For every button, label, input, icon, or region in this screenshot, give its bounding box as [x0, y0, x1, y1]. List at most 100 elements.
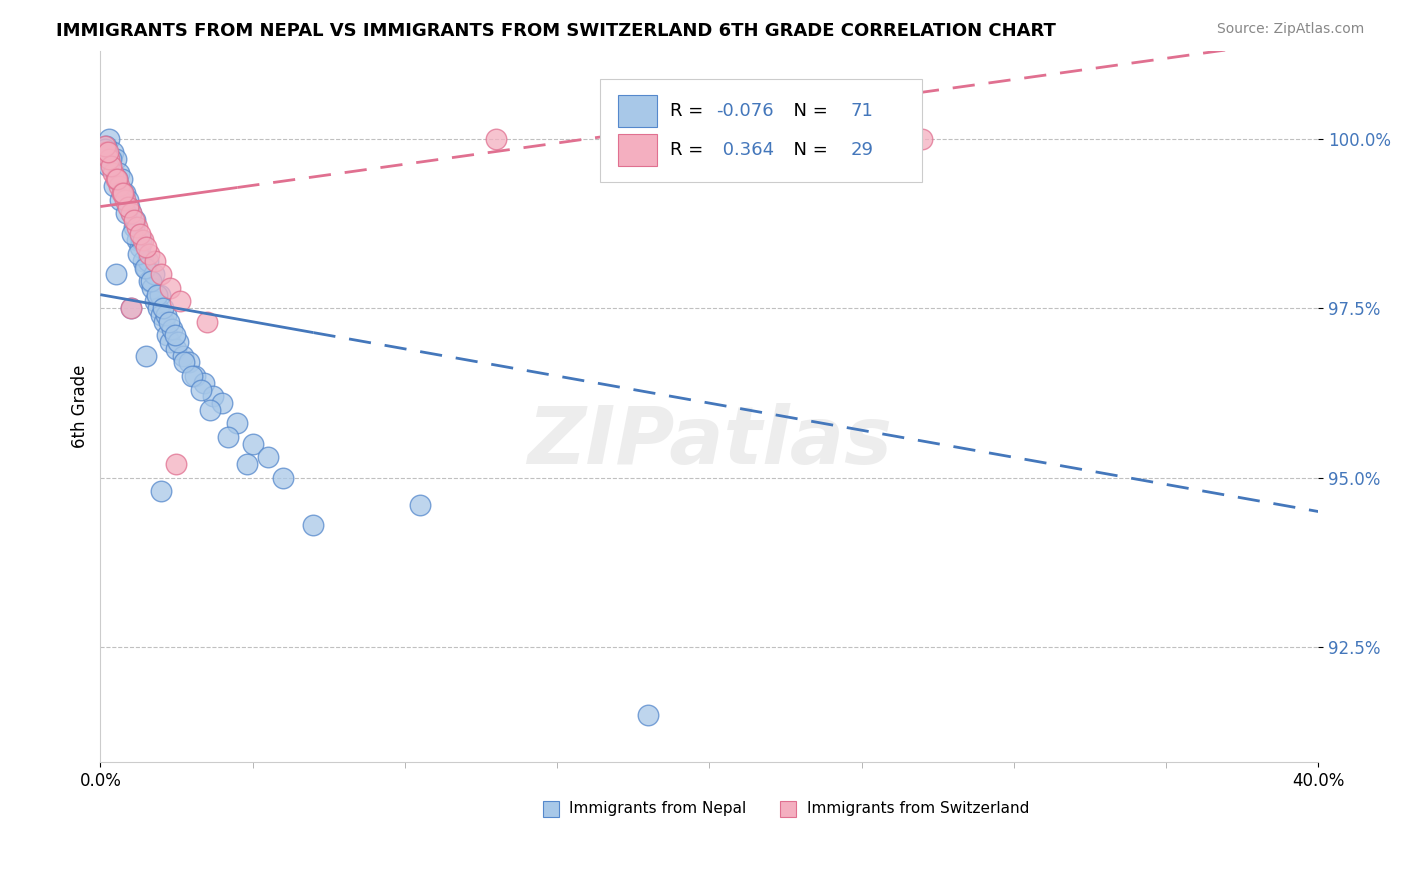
Point: [302, 518, 325, 533]
Point: [217, 430, 239, 444]
Text: 71: 71: [851, 103, 873, 120]
Point: [134, 260, 156, 275]
Point: [127, 247, 149, 261]
Text: IMMIGRANTS FROM NEPAL VS IMMIGRANTS FROM SWITZERLAND 6TH GRADE CORRELATION CHART: IMMIGRANTS FROM NEPAL VS IMMIGRANTS FROM…: [56, 22, 1056, 40]
Point: [149, 287, 172, 301]
Point: [120, 301, 142, 316]
Point: [97, 159, 120, 173]
Point: [125, 219, 148, 234]
Point: [190, 383, 212, 397]
Point: [107, 166, 129, 180]
Point: [114, 193, 136, 207]
Point: [103, 179, 125, 194]
Point: [122, 213, 145, 227]
Point: [193, 376, 215, 390]
Point: [96, 138, 118, 153]
Point: [100, 152, 122, 166]
Point: [143, 253, 166, 268]
Point: [105, 172, 128, 186]
Point: [104, 172, 127, 186]
Text: Immigrants from Switzerland: Immigrants from Switzerland: [807, 801, 1029, 816]
FancyBboxPatch shape: [600, 79, 922, 182]
Point: [98, 132, 121, 146]
Point: [169, 294, 191, 309]
Point: [160, 321, 183, 335]
Point: [485, 132, 508, 146]
Text: N =: N =: [782, 103, 834, 120]
Point: [107, 179, 129, 194]
Point: [122, 219, 145, 234]
Point: [202, 389, 225, 403]
Text: Source: ZipAtlas.com: Source: ZipAtlas.com: [1216, 22, 1364, 37]
Point: [211, 396, 233, 410]
Point: [120, 206, 142, 220]
Point: [114, 186, 136, 200]
Point: [166, 457, 188, 471]
Point: [173, 355, 195, 369]
Point: [138, 247, 160, 261]
Point: [163, 328, 186, 343]
Point: [131, 234, 153, 248]
Point: [226, 417, 249, 431]
Point: [120, 206, 142, 220]
Point: [121, 227, 143, 241]
Point: [271, 470, 294, 484]
Text: -0.076: -0.076: [717, 103, 775, 120]
Point: [124, 213, 146, 227]
Point: [112, 186, 135, 200]
Point: [111, 172, 134, 186]
Point: [155, 308, 177, 322]
Point: [167, 335, 190, 350]
Point: [911, 132, 934, 146]
Point: [108, 193, 131, 207]
Point: [129, 227, 152, 241]
Point: [94, 142, 117, 156]
Point: [195, 315, 218, 329]
Text: 0.364: 0.364: [717, 141, 773, 160]
Point: [139, 274, 162, 288]
Text: ZIPatlas: ZIPatlas: [527, 403, 891, 481]
Point: [198, 402, 221, 417]
Point: [138, 274, 160, 288]
Point: [101, 166, 124, 180]
Text: 29: 29: [851, 141, 873, 160]
Point: [409, 498, 432, 512]
Point: [150, 484, 173, 499]
Point: [152, 301, 174, 316]
Point: [159, 335, 181, 350]
Point: [111, 186, 134, 200]
Point: [142, 268, 165, 282]
Point: [104, 152, 127, 166]
Point: [135, 349, 157, 363]
Point: [112, 186, 135, 200]
Point: [104, 268, 127, 282]
Point: [156, 328, 179, 343]
Point: [132, 234, 155, 248]
Point: [117, 193, 139, 207]
Point: [125, 234, 148, 248]
Point: [141, 281, 163, 295]
Point: [180, 369, 202, 384]
Text: R =: R =: [671, 103, 710, 120]
Bar: [619, 95, 657, 128]
Point: [120, 301, 142, 316]
Point: [166, 342, 188, 356]
Point: [150, 268, 173, 282]
Point: [157, 315, 180, 329]
Point: [150, 308, 173, 322]
Point: [115, 206, 138, 220]
Point: [172, 349, 194, 363]
Point: [637, 707, 659, 722]
Point: [94, 138, 117, 153]
Point: [129, 240, 152, 254]
Point: [136, 253, 159, 268]
Point: [97, 145, 120, 160]
Text: Immigrants from Nepal: Immigrants from Nepal: [569, 801, 747, 816]
Point: [177, 355, 200, 369]
Point: [256, 450, 278, 465]
Point: [96, 145, 118, 160]
Point: [135, 240, 157, 254]
Point: [242, 436, 264, 450]
Y-axis label: 6th Grade: 6th Grade: [72, 365, 89, 448]
Point: [159, 281, 181, 295]
